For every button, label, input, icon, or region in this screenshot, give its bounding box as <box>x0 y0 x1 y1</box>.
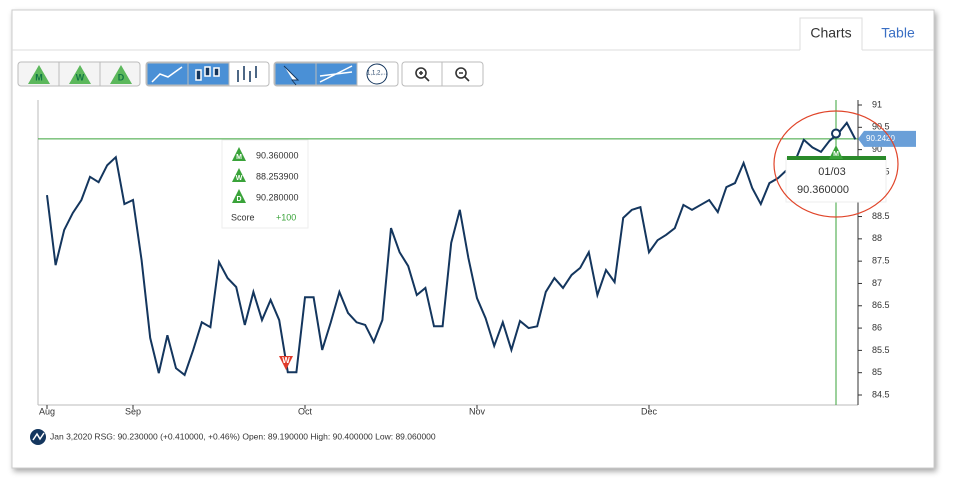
y-tick-label: 88 <box>872 233 882 243</box>
plot: 84.58585.58686.58787.58888.58989.59090.5… <box>37 99 916 416</box>
footer-quote: Jan 3,2020 RSG: 90.230000 (+0.410000, +0… <box>50 431 436 441</box>
period-icons <box>28 65 132 84</box>
score-label: Score <box>231 212 255 222</box>
indicator-icons <box>232 147 246 203</box>
score-value: +100 <box>276 212 296 222</box>
period-m[interactable]: M <box>35 72 43 82</box>
y-tick-label: 87.5 <box>872 256 890 266</box>
signal-marker-label: W <box>282 356 290 365</box>
highlight-circle <box>773 110 899 218</box>
y-tick-label: 90 <box>872 144 882 154</box>
y-tick-label: 84.5 <box>872 389 890 399</box>
y-tick-label: 87 <box>872 278 882 288</box>
indicator-value: 88.253900 <box>256 171 299 181</box>
tooltip-date: 01/03 <box>818 166 846 178</box>
tooltip-marker <box>829 145 843 159</box>
y-tick-label: 86 <box>872 322 882 332</box>
tooltip-marker-label: M <box>833 151 839 158</box>
tab-table[interactable]: Table <box>881 25 915 41</box>
price-badge <box>858 130 916 147</box>
period-d[interactable]: D <box>118 72 125 82</box>
y-tick-label: 91 <box>872 99 882 109</box>
hover-point <box>831 128 841 139</box>
tooltip <box>785 157 887 203</box>
y-tick-label: 85.5 <box>872 345 890 355</box>
signal-marker <box>279 356 293 370</box>
price-line-series <box>46 121 857 377</box>
type-icons <box>151 65 353 86</box>
y-tick-label: 88.5 <box>872 211 890 221</box>
active-tab[interactable] <box>799 17 863 50</box>
indicator-value: 90.360000 <box>256 150 299 160</box>
y-tick-label: 86.5 <box>872 300 890 310</box>
indicator-icon: D <box>236 196 241 203</box>
zoom-icons <box>415 67 470 82</box>
price-badge-label: 90.2420 <box>866 134 895 143</box>
x-tick-label: Oct <box>298 406 313 416</box>
x-tick-label: Nov <box>469 406 486 416</box>
tooltip-value: 90.360000 <box>797 184 849 196</box>
indicator-value: 90.280000 <box>256 192 299 202</box>
x-tick-label: Aug <box>39 406 55 416</box>
y-tick-label: 85 <box>872 367 882 377</box>
indicator-icon: W <box>236 175 243 182</box>
tab-charts[interactable]: Charts <box>810 25 851 41</box>
x-tick-label: Sep <box>125 406 141 416</box>
indicator-icon: M <box>236 154 242 161</box>
x-tick-label: Dec <box>641 406 658 416</box>
period-w[interactable]: W <box>76 72 85 82</box>
count-tool[interactable]: 1,1,2,... <box>367 71 387 77</box>
